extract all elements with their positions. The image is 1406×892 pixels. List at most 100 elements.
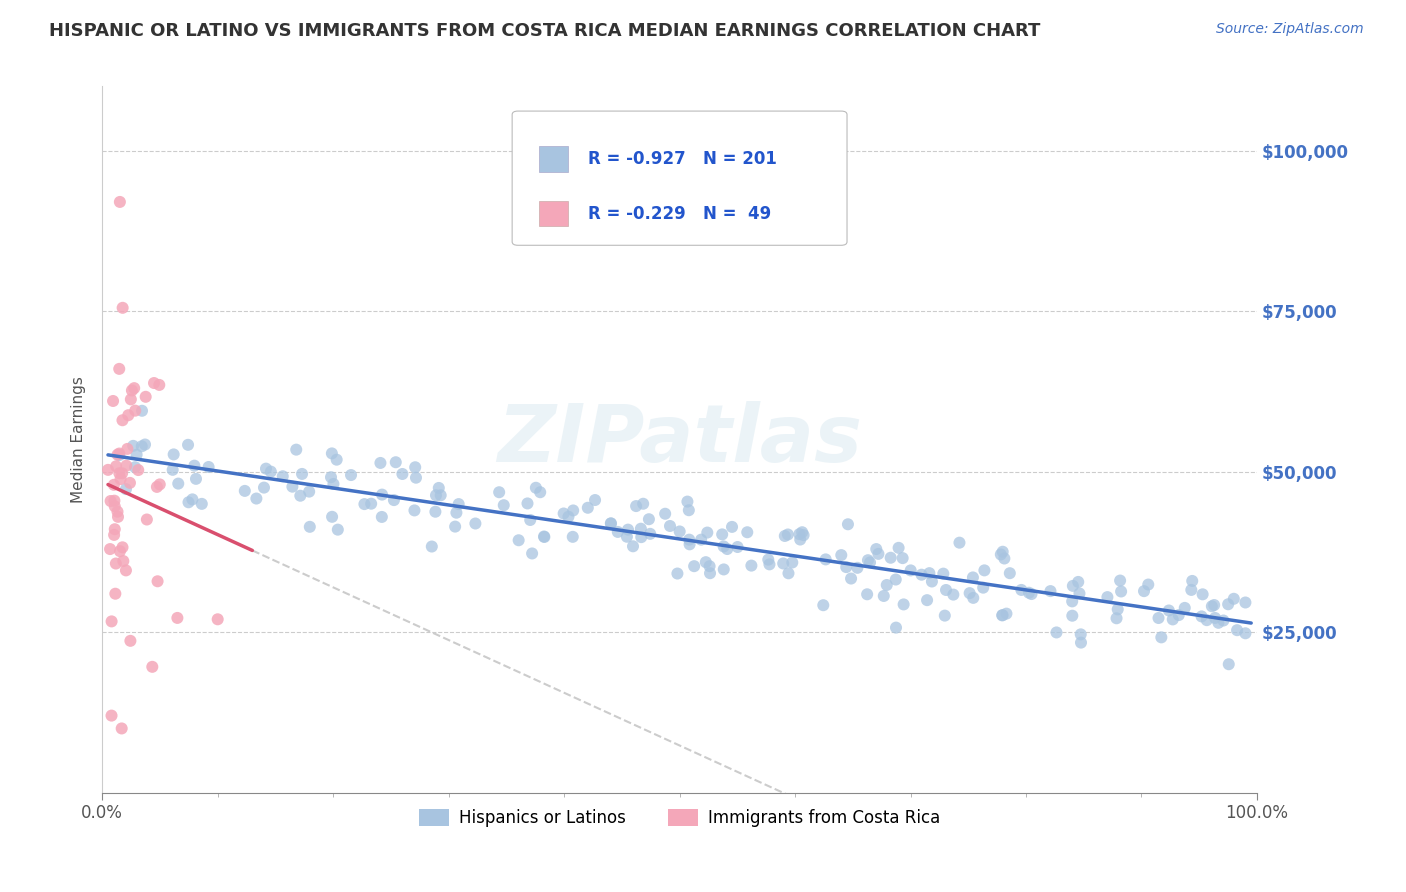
Point — [111, 541, 134, 555]
Point — [319, 470, 342, 484]
Point — [104, 500, 127, 514]
Point — [321, 446, 343, 460]
Point — [519, 513, 541, 527]
Point — [420, 540, 443, 554]
Point — [1181, 574, 1204, 588]
Point — [326, 523, 349, 537]
Text: Source: ZipAtlas.com: Source: ZipAtlas.com — [1216, 22, 1364, 37]
Point — [599, 516, 621, 531]
Point — [298, 520, 321, 534]
FancyBboxPatch shape — [512, 112, 846, 245]
Point — [915, 593, 938, 607]
Point — [100, 615, 122, 629]
Point — [131, 404, 153, 418]
Point — [103, 528, 125, 542]
Point — [735, 525, 758, 540]
Point — [606, 524, 628, 539]
Point — [1157, 603, 1180, 617]
Point — [561, 530, 583, 544]
Point — [1208, 615, 1230, 630]
Point — [678, 533, 700, 547]
Point — [1109, 584, 1132, 599]
Point — [121, 384, 143, 398]
Point — [492, 498, 515, 512]
Point — [141, 660, 163, 674]
Point — [290, 489, 312, 503]
Point — [135, 512, 157, 526]
Point — [321, 509, 343, 524]
Point — [990, 548, 1012, 562]
Point — [108, 448, 131, 462]
Point — [716, 541, 738, 556]
Point — [887, 541, 910, 555]
Point — [233, 483, 256, 498]
Point — [177, 438, 200, 452]
Point — [991, 608, 1014, 623]
Point — [713, 562, 735, 576]
FancyBboxPatch shape — [538, 146, 568, 172]
Point — [184, 472, 207, 486]
Point — [404, 503, 426, 517]
Point — [108, 544, 131, 558]
Point — [1201, 599, 1223, 614]
Point — [962, 570, 984, 584]
Point — [962, 591, 984, 605]
Point — [1218, 597, 1240, 611]
Point — [111, 413, 134, 427]
Point — [298, 484, 321, 499]
Point — [638, 526, 661, 541]
Point — [972, 581, 994, 595]
Point — [773, 529, 796, 543]
Point — [678, 537, 700, 551]
Point — [756, 552, 779, 566]
Point — [134, 437, 156, 451]
Point — [910, 567, 932, 582]
Point — [254, 461, 277, 475]
Point — [148, 378, 170, 392]
Point — [727, 540, 749, 554]
Point — [120, 633, 142, 648]
Point — [859, 556, 882, 570]
Point — [918, 566, 941, 581]
Point — [998, 566, 1021, 581]
Point — [666, 566, 689, 581]
Point — [995, 607, 1018, 621]
Point — [181, 492, 204, 507]
Point — [935, 582, 957, 597]
Point — [676, 494, 699, 508]
Point — [260, 465, 283, 479]
Point — [291, 467, 314, 481]
Point — [146, 574, 169, 589]
Point — [285, 442, 308, 457]
Point — [104, 587, 127, 601]
Point — [856, 587, 879, 601]
Point — [814, 552, 837, 566]
Point — [360, 497, 382, 511]
Point — [340, 468, 363, 483]
Point — [122, 439, 145, 453]
Point — [740, 558, 762, 573]
Point — [488, 485, 510, 500]
Point — [370, 456, 392, 470]
Point — [111, 467, 134, 481]
Point — [813, 598, 835, 612]
Point — [1109, 574, 1132, 588]
Point — [117, 408, 139, 422]
Point — [583, 493, 606, 508]
Point — [104, 557, 127, 571]
Point — [111, 301, 134, 315]
Point — [630, 522, 652, 536]
Point — [837, 517, 859, 532]
Point — [120, 392, 142, 407]
Point — [792, 525, 814, 540]
Point — [391, 467, 413, 481]
Point — [948, 535, 970, 549]
Point — [1010, 582, 1032, 597]
Point — [782, 556, 804, 570]
Point — [1062, 579, 1084, 593]
Point — [1045, 625, 1067, 640]
Point — [1212, 614, 1234, 628]
Point — [533, 530, 555, 544]
Point — [1105, 611, 1128, 625]
Point — [668, 524, 690, 539]
